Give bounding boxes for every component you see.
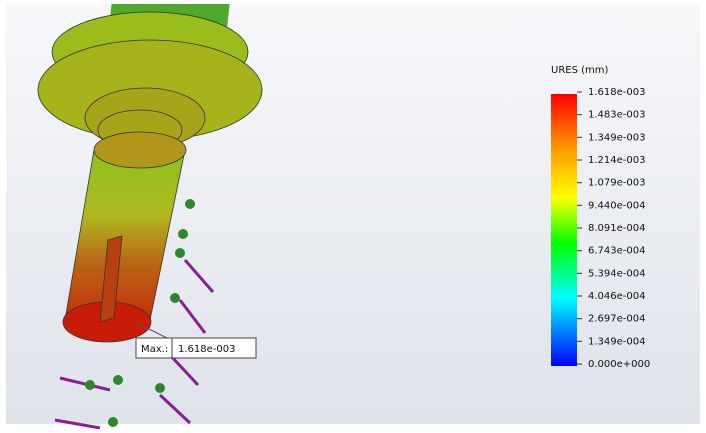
legend-label: 5.394e-004 (588, 268, 645, 279)
max-callout (135, 337, 257, 359)
legend-label: 1.483e-003 (588, 110, 645, 121)
color-bar (551, 94, 577, 366)
fixtures-loads (54, 199, 215, 430)
legend-label: 1.349e-003 (588, 132, 645, 143)
legend-title: URES (mm) (551, 65, 608, 76)
legend-label: 0.000e+000 (588, 359, 650, 370)
legend-label: 1.079e-003 (588, 178, 645, 189)
max-label: Max.: (141, 344, 168, 355)
legend-label: 1.349e-004 (588, 336, 645, 347)
legend-label: 8.091e-004 (588, 223, 645, 234)
legend-label: 1.618e-003 (588, 87, 645, 98)
legend-label: 6.743e-004 (588, 246, 645, 257)
model (37, 4, 263, 343)
legend-label: 4.046e-004 (588, 291, 645, 302)
legend-label: 1.214e-003 (588, 155, 645, 166)
legend-labels: 1.618e-003 1.483e-003 1.349e-003 1.214e-003… (577, 87, 650, 370)
legend-label: 2.697e-004 (588, 314, 645, 325)
max-value: 1.618e-003 (178, 344, 235, 355)
legend-label: 9.440e-004 (588, 200, 645, 211)
